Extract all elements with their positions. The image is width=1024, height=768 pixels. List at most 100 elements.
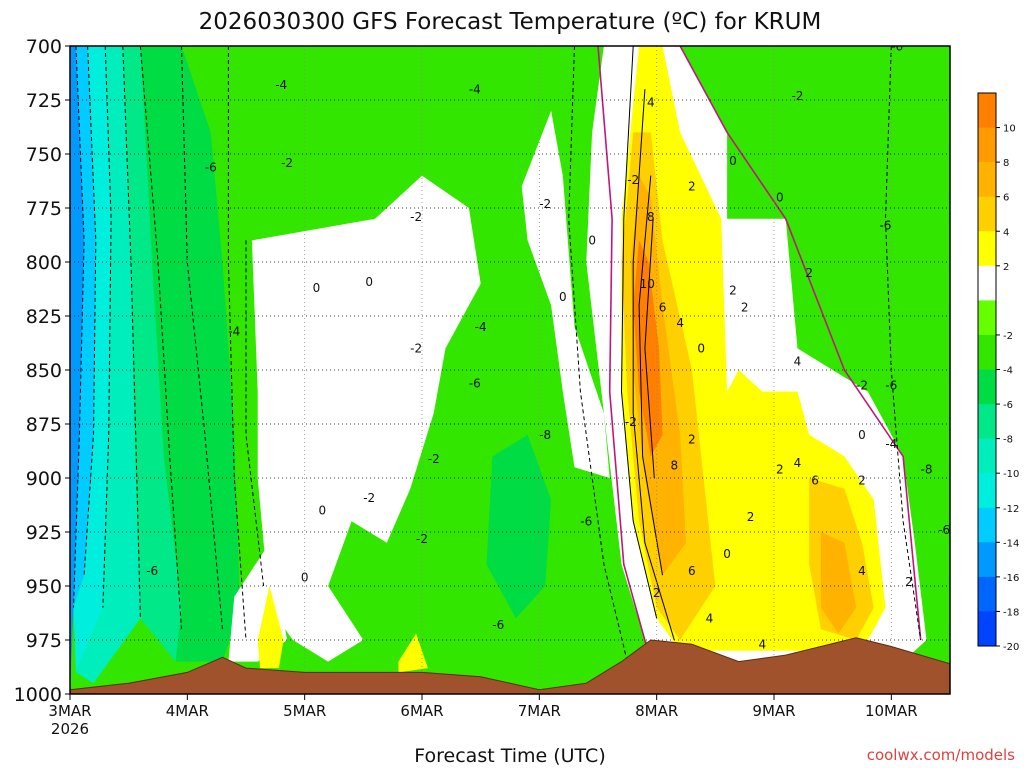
colorbar-band-4 — [978, 231, 996, 267]
colorbar-band-2 — [978, 162, 996, 198]
contour-label-58: -6 — [492, 618, 504, 632]
colorbar-band-6 — [978, 300, 996, 336]
contour-label-47: -2 — [416, 532, 428, 546]
colorbar-label-5: -2 — [1003, 331, 1013, 342]
contour-label-18: 0 — [559, 290, 567, 304]
contour-label-27: -2 — [410, 342, 422, 356]
contour-label-21: 2 — [729, 283, 737, 297]
isotherm-0 — [597, 46, 652, 662]
ytick-label-825: 825 — [26, 306, 62, 328]
isotherm-7 — [245, 240, 265, 587]
contour-label-7: -2 — [791, 89, 803, 103]
colorbar-label-4: 2 — [1003, 262, 1009, 273]
xtick-label-9MAR: 9MAR — [752, 702, 795, 720]
colorbar-label-8: -8 — [1003, 435, 1013, 446]
colorbar-label-13: -18 — [1003, 607, 1019, 618]
contour-label-38: -4 — [885, 437, 897, 451]
contour-label-57: 2 — [905, 575, 913, 589]
x-axis-label: Forecast Time (UTC) — [414, 745, 605, 767]
region-cold-5 — [122, 46, 182, 662]
colorbar-label-7: -6 — [1003, 400, 1013, 411]
terrain-layer — [70, 637, 950, 694]
contour-label-40: 2 — [776, 463, 784, 477]
temperature-regions — [70, 46, 927, 694]
contour-label-25: -4 — [228, 324, 240, 338]
ytick-label-925: 925 — [26, 522, 62, 544]
colorbar-band-1 — [978, 127, 996, 163]
xtick-label-8MAR: 8MAR — [635, 702, 678, 720]
contour-label-10: 0 — [588, 234, 596, 248]
chart-title: 2026030300 GFS Forecast Temperature (ºC)… — [199, 9, 822, 35]
contour-label-52: -6 — [146, 564, 158, 578]
contour-label-45: 0 — [318, 504, 326, 518]
contour-label-34: -2 — [625, 415, 637, 429]
contour-label-16: 0 — [313, 281, 321, 295]
region-warm-white-1 — [251, 175, 481, 662]
colorbar-label-9: -10 — [1003, 469, 1019, 480]
isotherm-10 — [139, 46, 182, 630]
terrain-ground — [70, 637, 950, 694]
contour-label-53: 0 — [301, 571, 309, 585]
contour-label-15: 8 — [647, 210, 655, 224]
contour-label-55: 4 — [858, 564, 866, 578]
ytick-label-725: 725 — [26, 90, 62, 112]
contour-label-17: 0 — [365, 275, 373, 289]
region-cold-2 — [73, 46, 96, 608]
ytick-label-950: 950 — [26, 576, 62, 598]
isotherm-6 — [568, 46, 628, 662]
contour-label-46: -2 — [363, 491, 375, 505]
contour-label-8: -6 — [891, 39, 903, 53]
colorbar-band-7 — [978, 334, 996, 370]
contour-label-42: -8 — [921, 463, 933, 477]
region-early-yellow-2 — [398, 633, 428, 673]
colorbar-label-12: -16 — [1003, 573, 1019, 584]
isotherm-3 — [632, 89, 675, 641]
contour-label-13: 2 — [688, 180, 696, 194]
contour-label-0: -6 — [205, 160, 217, 174]
colorbar-band-9 — [978, 404, 996, 440]
contour-label-26: -4 — [475, 320, 487, 334]
region-warm-white-3 — [521, 110, 610, 479]
contour-label-32: -2 — [856, 378, 868, 392]
ytick-label-775: 775 — [26, 198, 62, 220]
credit-text: coolwx.com/models — [867, 746, 1015, 764]
contour-label-2: -4 — [275, 78, 287, 92]
colorbar-legend: 10 8 6 4 2 -2 -4 -6 -8 -10 -12 -14 -16 -18 -20 — [977, 92, 1019, 653]
contour-label-5: -2 — [539, 197, 551, 211]
ytick-label-850: 850 — [26, 360, 62, 382]
xtick-label-4MAR: 4MAR — [166, 702, 209, 720]
contour-label-36: 2 — [688, 432, 696, 446]
contour-label-1: -2 — [281, 156, 293, 170]
colorbar-band-8 — [978, 369, 996, 405]
contour-label-30: 0 — [697, 342, 705, 356]
colorbar-label-0: 10 — [1003, 124, 1016, 135]
ytick-label-800: 800 — [26, 252, 62, 274]
isotherm-2 — [620, 46, 658, 619]
colorbar-label-2: 6 — [1003, 193, 1009, 204]
region-cold-6 — [140, 46, 241, 662]
contour-label-56: 2 — [653, 586, 661, 600]
contour-label-4: -2 — [410, 210, 422, 224]
contour-label-9: -6 — [879, 219, 891, 233]
colorbar-band-14 — [978, 576, 996, 612]
contour-label-33: -6 — [885, 378, 897, 392]
isotherm-8 — [227, 46, 247, 641]
colorbar-label-14: -20 — [1003, 642, 1019, 653]
colorbar-label-3: 4 — [1003, 227, 1009, 238]
xtick-label-10MAR: 10MAR — [865, 702, 918, 720]
contour-label-60: 4 — [758, 638, 766, 652]
region-east-amber — [820, 532, 857, 634]
colorbar-band-11 — [978, 473, 996, 509]
isotherm-9 — [181, 46, 223, 630]
contour-label-11: 0 — [729, 154, 737, 168]
ytick-label-700: 700 — [26, 36, 62, 58]
region-cold-4 — [75, 46, 141, 684]
contour-label-51: -6 — [938, 523, 950, 537]
colorbar-band-5 — [978, 265, 996, 301]
contour-label-43: 6 — [811, 473, 819, 487]
contour-label-28: -2 — [428, 452, 440, 466]
contour-label-12: 0 — [776, 191, 784, 205]
ytick-label-900: 900 — [26, 468, 62, 490]
